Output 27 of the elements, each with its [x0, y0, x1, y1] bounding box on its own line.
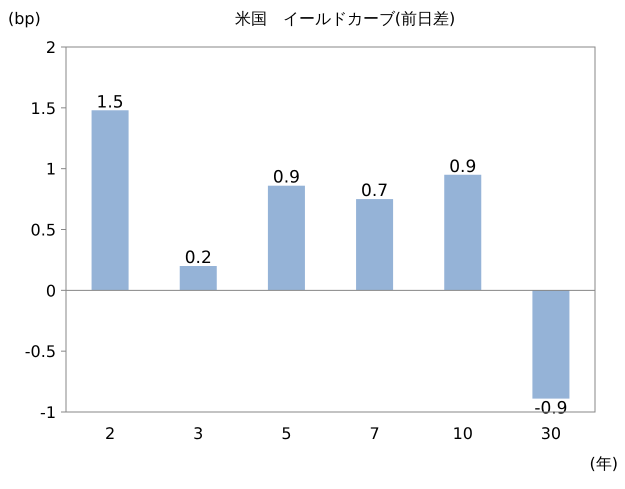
x-tick-label: 30	[540, 424, 562, 443]
y-tick-label: -1	[40, 403, 56, 422]
data-label: 1.5	[96, 92, 124, 112]
data-label: 0.9	[449, 156, 476, 177]
bar	[444, 174, 482, 290]
data-label: 0.7	[361, 181, 388, 202]
y-tick-label: 0.5	[30, 220, 56, 240]
y-tick-label: 0	[46, 281, 56, 300]
bar	[268, 186, 305, 290]
y-tick-label: 1	[46, 160, 56, 179]
chart-title: 米国 イールドカーブ(前日差)	[234, 9, 456, 28]
data-label: 0.9	[272, 168, 300, 188]
y-tick-label: 1.5	[30, 98, 56, 118]
y-axis-title: (bp)	[8, 9, 41, 28]
bar	[356, 199, 394, 290]
y-tick-label: 2	[46, 38, 56, 57]
x-tick-label: 3	[193, 424, 204, 443]
x-tick-label: 7	[369, 424, 380, 443]
data-label: 0.2	[184, 248, 212, 268]
x-tick-label: 5	[281, 424, 292, 443]
bar	[92, 110, 129, 290]
bar	[180, 266, 217, 290]
y-tick-label: -0.5	[24, 342, 56, 362]
x-tick-label: 10	[452, 424, 473, 443]
x-tick-label: 2	[104, 424, 116, 443]
x-axis-title: (年)	[590, 454, 618, 473]
bar	[532, 290, 570, 399]
